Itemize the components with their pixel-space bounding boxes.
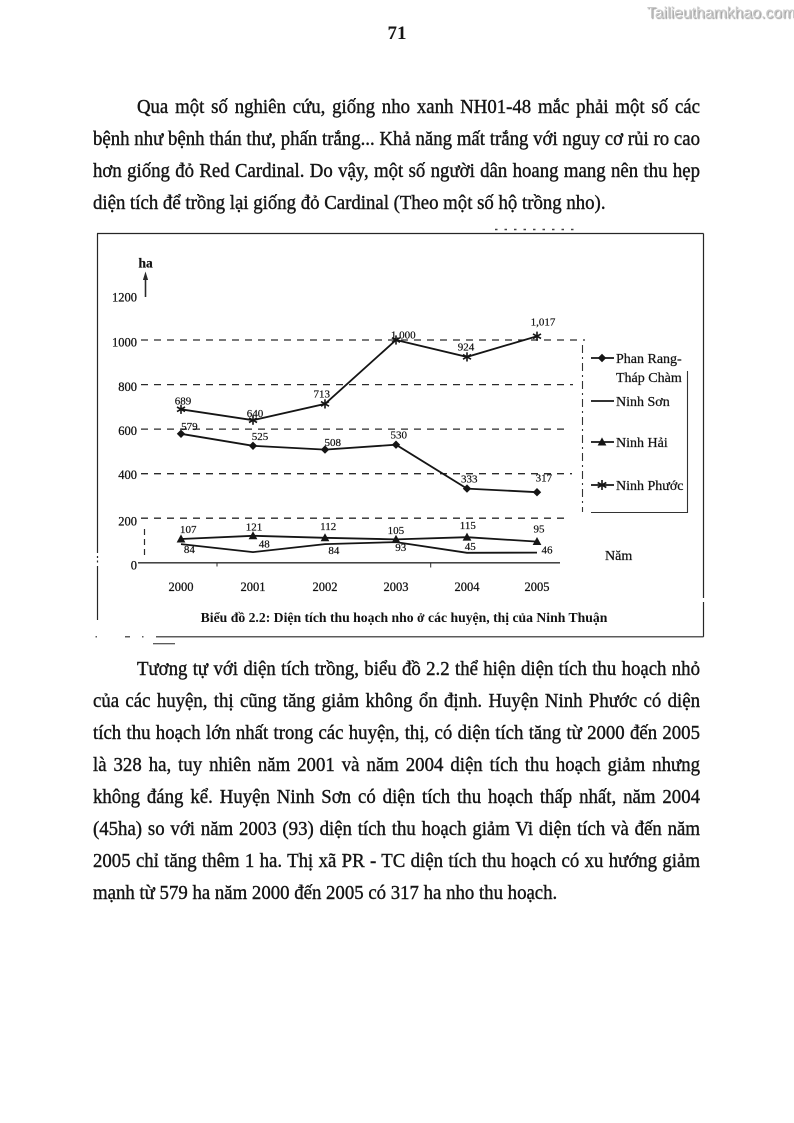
svg-text:640: 640 bbox=[247, 408, 264, 420]
svg-text:0: 0 bbox=[131, 559, 137, 573]
svg-text:ha: ha bbox=[139, 256, 154, 271]
svg-text:1200: 1200 bbox=[112, 291, 137, 305]
svg-text:48: 48 bbox=[259, 538, 271, 550]
svg-text:121: 121 bbox=[246, 521, 263, 533]
svg-text:317: 317 bbox=[536, 473, 553, 485]
svg-text:2003: 2003 bbox=[384, 580, 409, 594]
svg-text:600: 600 bbox=[118, 424, 137, 438]
svg-text:508: 508 bbox=[325, 437, 342, 449]
svg-text:Tháp Chàm: Tháp Chàm bbox=[616, 371, 682, 386]
svg-text:115: 115 bbox=[460, 520, 477, 532]
svg-text:924: 924 bbox=[458, 342, 475, 354]
svg-text:2004: 2004 bbox=[455, 580, 481, 594]
svg-text:1,000: 1,000 bbox=[391, 330, 416, 342]
svg-text:2001: 2001 bbox=[241, 580, 266, 594]
svg-text:Biểu đồ 2.2: Diện tích thu hoạ: Biểu đồ 2.2: Diện tích thu hoạch nho ở c… bbox=[201, 610, 608, 625]
svg-text:713: 713 bbox=[314, 388, 331, 400]
svg-text:84: 84 bbox=[328, 545, 340, 557]
svg-text:Ninh Sơn: Ninh Sơn bbox=[616, 395, 670, 410]
svg-text:333: 333 bbox=[461, 473, 478, 485]
svg-text:84: 84 bbox=[184, 544, 196, 556]
svg-text:400: 400 bbox=[118, 468, 137, 482]
svg-text:107: 107 bbox=[180, 524, 197, 536]
svg-text:2000: 2000 bbox=[169, 580, 194, 594]
svg-text:1,017: 1,017 bbox=[531, 317, 556, 329]
svg-text:45: 45 bbox=[465, 541, 477, 553]
svg-text:525: 525 bbox=[252, 431, 269, 443]
svg-text:Năm: Năm bbox=[605, 549, 632, 564]
svg-text:112: 112 bbox=[320, 521, 336, 533]
svg-text:Ninh Hải: Ninh Hải bbox=[616, 436, 668, 451]
svg-text:2002: 2002 bbox=[313, 580, 338, 594]
svg-text:1000: 1000 bbox=[112, 336, 137, 350]
svg-text:Phan Rang-: Phan Rang- bbox=[616, 352, 682, 367]
svg-text:46: 46 bbox=[542, 545, 554, 557]
svg-text:579: 579 bbox=[181, 421, 198, 433]
svg-text:2005: 2005 bbox=[525, 580, 550, 594]
svg-text:105: 105 bbox=[388, 525, 405, 537]
svg-text:95: 95 bbox=[534, 524, 546, 536]
svg-text:200: 200 bbox=[118, 515, 137, 529]
svg-text:Ninh Phước: Ninh Phước bbox=[616, 479, 684, 494]
svg-text:800: 800 bbox=[118, 380, 137, 394]
svg-text:93: 93 bbox=[395, 542, 407, 554]
svg-text:689: 689 bbox=[175, 395, 192, 407]
svg-text:530: 530 bbox=[391, 429, 408, 441]
